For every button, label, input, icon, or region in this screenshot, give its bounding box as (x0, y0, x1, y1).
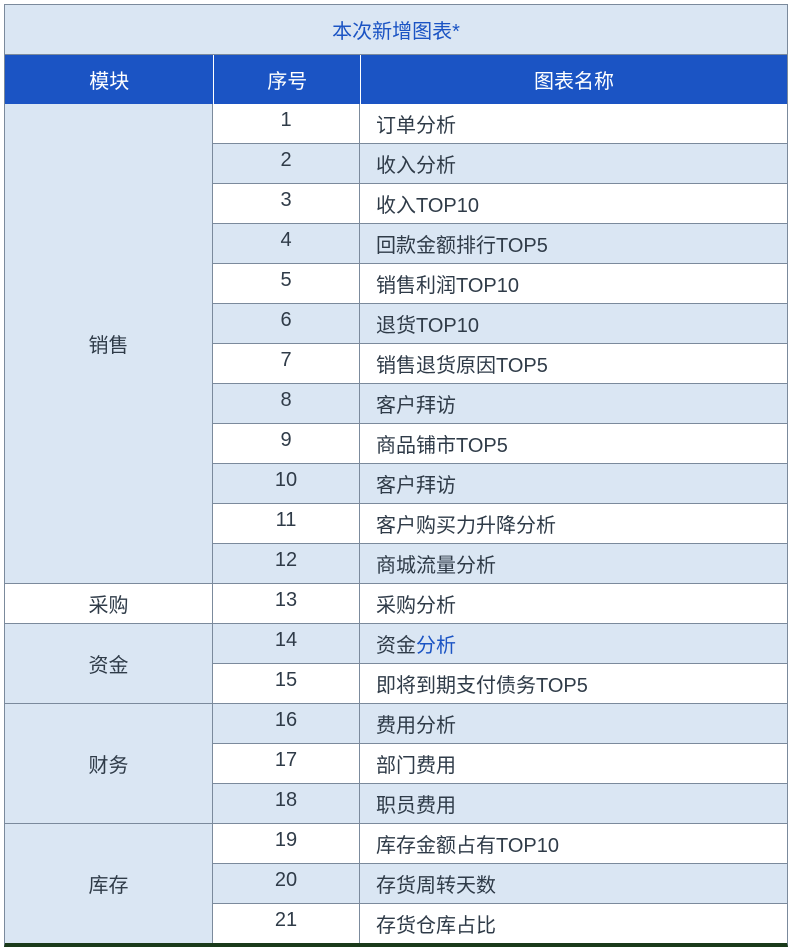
module-label: 资金 (89, 649, 129, 678)
seq-cell: 19 (213, 824, 360, 863)
table-row: 20存货周转天数 (213, 863, 787, 903)
module-group: 采购 13采购分析 (5, 583, 787, 623)
seq-cell: 14 (213, 624, 360, 663)
name-cell: 存货周转天数 (360, 864, 787, 903)
seq-cell: 15 (213, 664, 360, 703)
module-rows: 13采购分析 (213, 584, 787, 623)
seq-cell: 2 (213, 144, 360, 183)
name-cell: 即将到期支付债务TOP5 (360, 664, 787, 703)
module-label: 库存 (89, 869, 129, 898)
table-row: 18职员费用 (213, 783, 787, 823)
table-row: 9商品铺市TOP5 (213, 423, 787, 463)
seq-cell: 21 (213, 904, 360, 943)
module-rows: 1订单分析2收入分析3收入TOP104回款金额排行TOP55销售利润TOP106… (213, 104, 787, 583)
table-row: 1订单分析 (213, 104, 787, 143)
name-cell: 销售利润TOP10 (360, 264, 787, 303)
module-rows: 14资金分析15即将到期支付债务TOP5 (213, 624, 787, 703)
name-cell: 部门费用 (360, 744, 787, 783)
module-group: 销售 1订单分析2收入分析3收入TOP104回款金额排行TOP55销售利润TOP1… (5, 104, 787, 583)
name-cell: 客户拜访 (360, 384, 787, 423)
table-row: 3收入TOP10 (213, 183, 787, 223)
seq-cell: 13 (213, 584, 360, 623)
table-row: 5销售利润TOP10 (213, 263, 787, 303)
table-row: 6退货TOP10 (213, 303, 787, 343)
module-group: 资金14资金分析15即将到期支付债务TOP5 (5, 623, 787, 703)
name-cell: 回款金额排行TOP5 (360, 224, 787, 263)
module-group: 库存 19库存金额占有TOP1020存货周转天数21存货仓库占比 (5, 823, 787, 943)
name-cell: 退货TOP10 (360, 304, 787, 343)
seq-cell: 10 (213, 464, 360, 503)
header-name: 图表名称 (361, 55, 787, 104)
table-row: 7销售退货原因TOP5 (213, 343, 787, 383)
seq-cell: 1 (213, 104, 360, 143)
name-cell: 收入TOP10 (360, 184, 787, 223)
name-cell: 客户拜访 (360, 464, 787, 503)
table-row: 16费用分析 (213, 704, 787, 743)
name-cell: 库存金额占有TOP10 (360, 824, 787, 863)
seq-cell: 18 (213, 784, 360, 823)
table-row: 8客户拜访 (213, 383, 787, 423)
table-row: 19库存金额占有TOP10 (213, 824, 787, 863)
table-row: 15即将到期支付债务TOP5 (213, 663, 787, 703)
table-row: 14资金分析 (213, 624, 787, 663)
seq-cell: 9 (213, 424, 360, 463)
table-row: 11客户购买力升降分析 (213, 503, 787, 543)
table-row: 17部门费用 (213, 743, 787, 783)
seq-cell: 11 (213, 504, 360, 543)
name-cell: 费用分析 (360, 704, 787, 743)
table-row: 10客户拜访 (213, 463, 787, 503)
module-cell: 销售 (5, 104, 213, 583)
table-row: 13采购分析 (213, 584, 787, 623)
table-row: 2收入分析 (213, 143, 787, 183)
table-caption: 本次新增图表* (5, 5, 787, 55)
name-cell: 资金分析 (360, 624, 787, 663)
seq-cell: 16 (213, 704, 360, 743)
charts-table: 本次新增图表* 模块 序号 图表名称 销售 1订单分析2收入分析3收入TOP104… (4, 4, 788, 947)
module-label: 采购 (89, 589, 129, 618)
module-cell: 资金 (5, 624, 213, 703)
module-rows: 16费用分析17部门费用18职员费用 (213, 704, 787, 823)
name-cell: 客户购买力升降分析 (360, 504, 787, 543)
name-cell: 收入分析 (360, 144, 787, 183)
name-cell: 采购分析 (360, 584, 787, 623)
name-cell: 职员费用 (360, 784, 787, 823)
module-cell: 库存 (5, 824, 213, 943)
table-row: 4回款金额排行TOP5 (213, 223, 787, 263)
table-header-row: 模块 序号 图表名称 (5, 55, 787, 104)
header-seq: 序号 (214, 55, 361, 104)
seq-cell: 8 (213, 384, 360, 423)
name-cell: 商品铺市TOP5 (360, 424, 787, 463)
name-text: 资金 (376, 635, 416, 657)
seq-cell: 17 (213, 744, 360, 783)
seq-cell: 20 (213, 864, 360, 903)
module-cell: 财务 (5, 704, 213, 823)
header-module: 模块 (5, 55, 214, 104)
name-cell: 订单分析 (360, 104, 787, 143)
module-rows: 19库存金额占有TOP1020存货周转天数21存货仓库占比 (213, 824, 787, 943)
module-label: 财务 (89, 749, 129, 778)
seq-cell: 5 (213, 264, 360, 303)
table-row: 12商城流量分析 (213, 543, 787, 583)
module-cell: 采购 (5, 584, 213, 623)
seq-cell: 3 (213, 184, 360, 223)
name-link[interactable]: 分析 (416, 635, 456, 657)
seq-cell: 12 (213, 544, 360, 583)
table-body: 销售 1订单分析2收入分析3收入TOP104回款金额排行TOP55销售利润TOP1… (5, 104, 787, 943)
name-cell: 存货仓库占比 (360, 904, 787, 943)
seq-cell: 6 (213, 304, 360, 343)
name-cell: 销售退货原因TOP5 (360, 344, 787, 383)
seq-cell: 7 (213, 344, 360, 383)
module-group: 财务 16费用分析17部门费用18职员费用 (5, 703, 787, 823)
name-cell: 商城流量分析 (360, 544, 787, 583)
seq-cell: 4 (213, 224, 360, 263)
caption-text: 本次新增图表* (332, 21, 460, 43)
table-row: 21存货仓库占比 (213, 903, 787, 943)
module-label: 销售 (89, 329, 129, 358)
